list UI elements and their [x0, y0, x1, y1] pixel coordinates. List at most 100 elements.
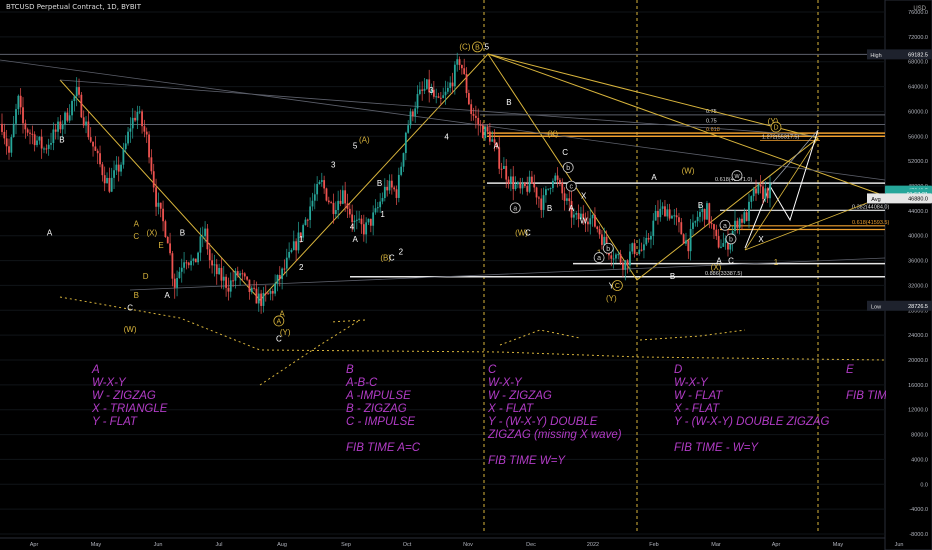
- candle-body: [512, 176, 515, 190]
- candle-body: [713, 224, 715, 230]
- wave-label: C: [127, 303, 133, 312]
- wave-label: (W): [124, 325, 137, 334]
- candle-body: [643, 244, 645, 251]
- x-tick-label: Oct: [403, 542, 412, 548]
- note-d-line: W-X-Y: [674, 377, 708, 389]
- note-d-line: W - FLAT: [674, 390, 723, 402]
- x-tick-label: Dec: [526, 542, 536, 548]
- wave-circle-marker: [725, 233, 737, 245]
- candle-body: [615, 254, 617, 259]
- price-badge-box: [885, 300, 932, 311]
- candle-body: [575, 213, 578, 215]
- candle-body: [3, 131, 6, 139]
- candle-body: [752, 188, 755, 197]
- candle-body: [685, 240, 687, 244]
- candle-body: [507, 179, 510, 185]
- candle-body: [526, 186, 529, 192]
- candle-body: [145, 131, 148, 135]
- wave-label: Y: [609, 282, 615, 291]
- candle-body: [542, 195, 545, 210]
- candle-body: [584, 218, 587, 222]
- wave-label: C: [276, 334, 282, 343]
- candle-body: [36, 140, 38, 146]
- candle-body: [78, 87, 80, 95]
- x-tick-label: Nov: [463, 542, 473, 548]
- candle-body: [636, 253, 638, 255]
- candle-body: [166, 237, 169, 244]
- candle-body: [143, 126, 146, 132]
- candle-body: [573, 214, 575, 218]
- candle-body: [5, 138, 8, 147]
- candle-body: [437, 96, 440, 98]
- candle-body: [246, 276, 249, 280]
- wave-label: 5: [353, 142, 358, 151]
- plot-area: [0, 0, 885, 550]
- candle-body: [367, 218, 370, 223]
- candle-body: [304, 219, 307, 226]
- candle-body: [706, 203, 708, 220]
- wave-circle-label: D: [773, 125, 778, 132]
- y-tick-label: 12000.0: [908, 408, 928, 414]
- candle-body: [138, 111, 141, 113]
- wave-label: A: [716, 257, 722, 266]
- candle-body: [290, 249, 293, 252]
- price-badge: [867, 49, 932, 60]
- candle-body: [215, 264, 218, 275]
- wave-label: (W): [515, 229, 528, 238]
- wave-label: 5: [485, 42, 490, 51]
- wave-label: B: [180, 229, 185, 238]
- wave-circle-label: b: [729, 236, 733, 243]
- candle-body: [73, 96, 76, 102]
- wave-label: 4: [350, 223, 355, 232]
- candle-body: [52, 129, 55, 144]
- candle-body: [388, 180, 391, 191]
- note-b-line: B - ZIGZAG: [346, 403, 407, 415]
- x-tick-label: Aug: [277, 542, 287, 548]
- wave-label: 4: [444, 132, 449, 141]
- candle-body: [311, 200, 314, 207]
- note-d-title: D: [674, 364, 683, 376]
- candle-body: [344, 190, 347, 204]
- price-axis: [884, 0, 932, 550]
- candle-body: [416, 94, 419, 109]
- candle-body: [533, 183, 536, 188]
- candle-body: [696, 216, 699, 222]
- wave-circle-label: b: [566, 165, 570, 172]
- candle-body: [439, 97, 442, 99]
- note-a-title: A: [92, 364, 100, 376]
- candle-body: [299, 232, 302, 238]
- candle-body: [199, 236, 202, 253]
- note-b-title: B: [346, 364, 354, 376]
- candle-body: [675, 215, 678, 218]
- candle-body: [561, 182, 564, 194]
- candle-body: [194, 258, 197, 263]
- note-a-line: X - TRIANGLE: [92, 403, 168, 415]
- candle-body: [407, 125, 410, 133]
- candle-body: [430, 89, 433, 93]
- candle-body: [327, 200, 330, 203]
- y-tick-label: 16000.0: [908, 383, 928, 389]
- wave-label: 2: [299, 263, 304, 272]
- candle-body: [358, 218, 361, 220]
- candle-body: [395, 189, 398, 198]
- candle-body: [484, 127, 487, 139]
- candle-body: [211, 260, 213, 266]
- candle-body: [502, 165, 505, 169]
- fib-level-label: 0.75: [706, 109, 717, 115]
- candle-body: [22, 107, 24, 124]
- candle-body: [82, 117, 85, 126]
- price-badge-tag: [867, 49, 885, 60]
- candle-body: [519, 182, 522, 189]
- candle-body: [668, 209, 671, 219]
- candle-body: [208, 249, 211, 261]
- wave-label: B: [59, 136, 64, 145]
- wave-circle-label: w: [733, 173, 740, 180]
- trend-line: [59, 79, 819, 137]
- wave-label: 3: [331, 160, 336, 169]
- candle-body: [715, 229, 718, 237]
- candle-body: [129, 128, 132, 132]
- y-tick-label: 20000.0: [908, 358, 928, 364]
- candles-group: [1, 52, 771, 314]
- candle-body: [750, 196, 753, 202]
